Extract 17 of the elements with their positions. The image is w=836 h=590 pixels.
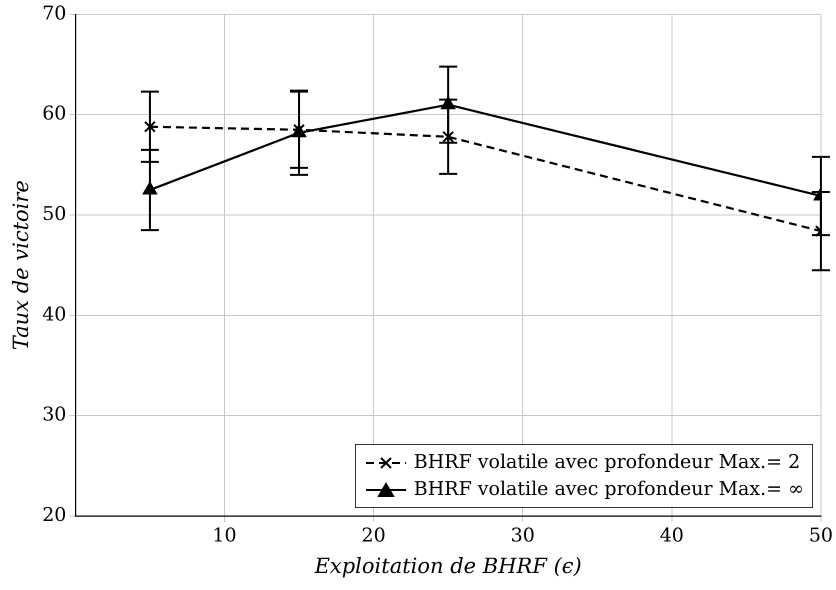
y-tick-label: 30 <box>42 404 66 426</box>
y-axis-title: Taux de victoire <box>9 180 34 350</box>
legend-label: BHRF volatile avec profondeur Max.= ∞ <box>414 477 804 502</box>
point <box>144 120 156 133</box>
y-tick-label: 60 <box>42 102 66 125</box>
legend-label: BHRF volatile avec profondeur Max.= 2 <box>414 450 800 475</box>
y-tick-label: 50 <box>42 202 66 225</box>
x-tick-label: 20 <box>361 524 386 546</box>
y-tick-label: 20 <box>42 504 66 526</box>
point <box>442 130 454 143</box>
x-tick-label: 30 <box>510 524 535 546</box>
x-tick-label: 10 <box>212 524 237 546</box>
y-tick-label: 70 <box>42 2 66 24</box>
x-axis-title: Exploitation de BHRF (ϵ) <box>314 554 582 578</box>
x-tick-label: 40 <box>660 524 684 546</box>
x-tick-label: 50 <box>808 524 834 546</box>
y-tick-label: 40 <box>42 303 66 326</box>
